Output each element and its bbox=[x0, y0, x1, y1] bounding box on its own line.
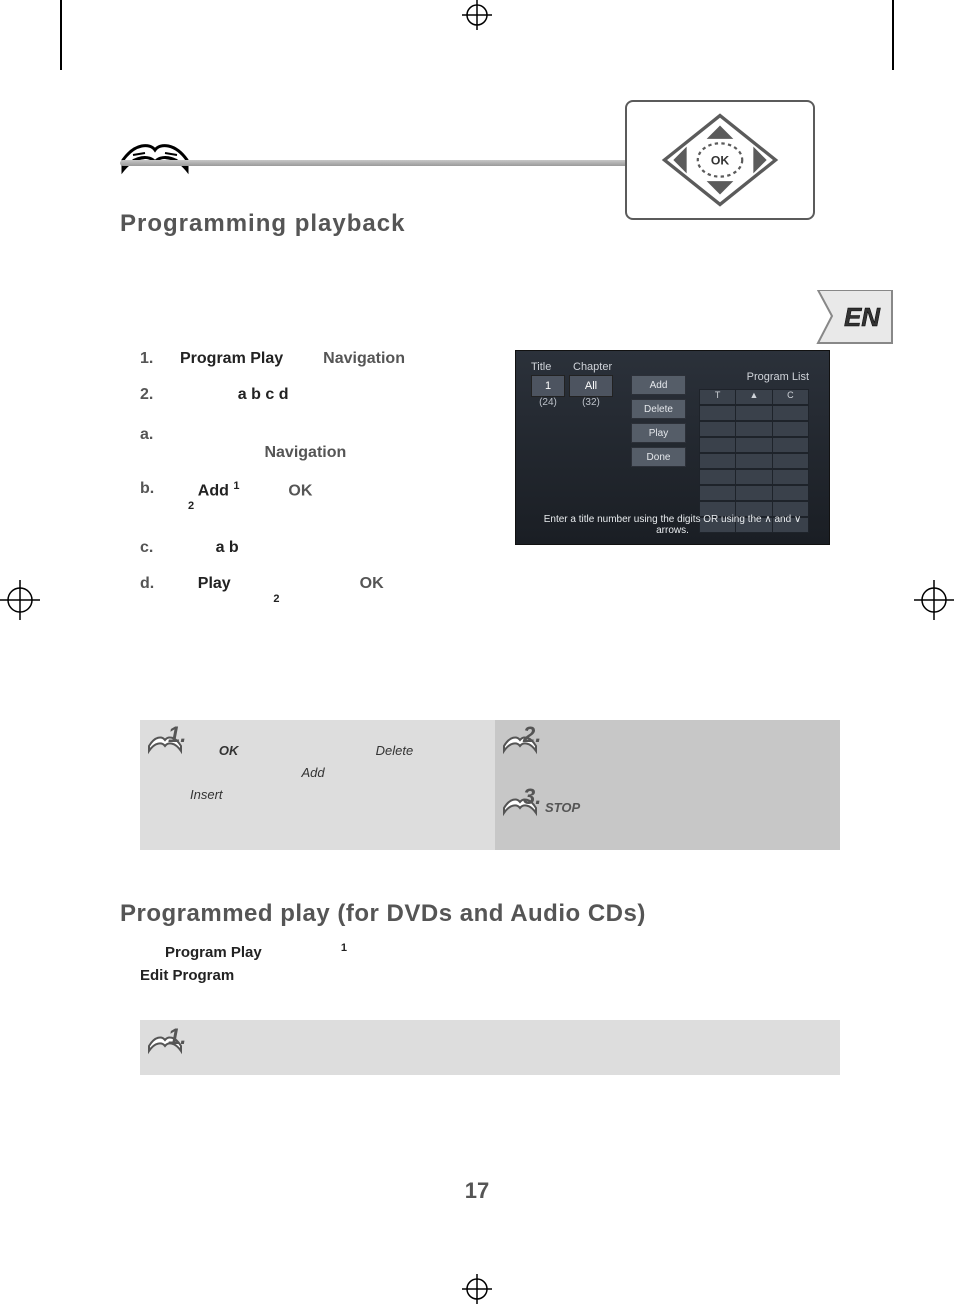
delete-keyword: Delete bbox=[376, 743, 414, 758]
step-number: a. bbox=[140, 426, 180, 462]
program-list-grid: T ▲ C bbox=[699, 389, 809, 533]
osd-screenshot: Title Chapter 1 All (24) (32) Add Delete… bbox=[515, 350, 830, 545]
title-header: Title bbox=[531, 361, 569, 373]
done-button-osd: Done bbox=[631, 447, 686, 467]
osd-hint: Enter a title number using the digits OR… bbox=[526, 514, 819, 536]
stop-keyword: STOP bbox=[545, 800, 580, 815]
crop-mark bbox=[892, 0, 894, 70]
footnote-ref: 2 bbox=[273, 593, 279, 605]
step-number: 1. bbox=[140, 350, 180, 368]
add-button-osd: Add bbox=[631, 375, 686, 395]
ok-remote-icon: OK bbox=[625, 100, 815, 220]
navigation-keyword: Navigation bbox=[264, 444, 346, 461]
bold-text: a b c d bbox=[238, 386, 289, 403]
header-rule bbox=[120, 160, 670, 166]
tip-box-1: 1. OK Delete Add Insert bbox=[140, 720, 495, 850]
page-frame: OK EN Programming playback 1. Program Pl… bbox=[60, 70, 894, 1234]
navigation-keyword: Navigation bbox=[323, 350, 405, 367]
title-count: (24) bbox=[531, 397, 565, 408]
ok-keyword: OK bbox=[360, 575, 384, 592]
insert-keyword: Insert bbox=[190, 787, 223, 802]
section-title: Programming playback bbox=[120, 210, 405, 238]
program-list-row bbox=[699, 485, 809, 501]
ok-label: OK bbox=[711, 153, 730, 167]
section2-title: Programmed play (for DVDs and Audio CDs) bbox=[120, 900, 646, 928]
note-box: 1. bbox=[140, 1020, 840, 1075]
step-number: 2. bbox=[140, 386, 180, 404]
book-icon bbox=[115, 115, 195, 185]
step-number: b. bbox=[140, 480, 180, 521]
bold-text: Add bbox=[198, 482, 229, 499]
registration-mark bbox=[914, 580, 954, 620]
footnote-ref: 1 bbox=[233, 480, 239, 492]
chapter-count: (32) bbox=[569, 397, 613, 408]
program-list-header: Program List bbox=[747, 371, 809, 383]
registration-mark bbox=[462, 1274, 492, 1304]
step-number: d. bbox=[140, 575, 180, 613]
tip-box-2-3: 2. 3. STOP bbox=[495, 720, 840, 850]
bold-text: Play bbox=[198, 575, 231, 592]
footnote-ref: 1 bbox=[341, 942, 347, 954]
ok-keyword: OK bbox=[219, 743, 239, 758]
bold-text: Edit Program bbox=[140, 967, 234, 984]
tip-number: 1. bbox=[168, 722, 186, 748]
add-keyword: Add bbox=[301, 765, 324, 780]
col-c: C bbox=[773, 390, 808, 404]
section2-body: Program Play 1 Edit Program bbox=[140, 940, 840, 987]
chapter-header: Chapter bbox=[573, 361, 621, 373]
tip-number: 2. bbox=[523, 722, 541, 748]
registration-mark bbox=[462, 0, 492, 30]
step-d: d. Play OK 2 bbox=[140, 575, 840, 613]
program-list-row bbox=[699, 421, 809, 437]
program-list-row bbox=[699, 453, 809, 469]
col-t: T bbox=[700, 390, 736, 404]
crop-mark bbox=[60, 0, 62, 70]
note-number: 1. bbox=[168, 1024, 186, 1050]
registration-mark bbox=[0, 580, 40, 620]
step-number: c. bbox=[140, 539, 180, 557]
program-list-row bbox=[699, 405, 809, 421]
footnote-ref: 2 bbox=[188, 500, 194, 512]
tip-row: 1. OK Delete Add Insert bbox=[140, 720, 840, 850]
svg-text:EN: EN bbox=[844, 302, 881, 332]
bold-text: a b bbox=[216, 539, 239, 556]
language-tab: EN bbox=[814, 290, 894, 345]
delete-button-osd: Delete bbox=[631, 399, 686, 419]
bold-text: Program Play bbox=[165, 944, 262, 961]
tip-number: 3. bbox=[523, 784, 541, 810]
bold-text: Program Play bbox=[180, 350, 283, 367]
chapter-spinner: All bbox=[569, 375, 613, 397]
program-list-row bbox=[699, 437, 809, 453]
program-list-row bbox=[699, 469, 809, 485]
ok-keyword: OK bbox=[288, 482, 312, 499]
page-number: 17 bbox=[465, 1178, 489, 1204]
play-button-osd: Play bbox=[631, 423, 686, 443]
title-spinner: 1 bbox=[531, 375, 565, 397]
